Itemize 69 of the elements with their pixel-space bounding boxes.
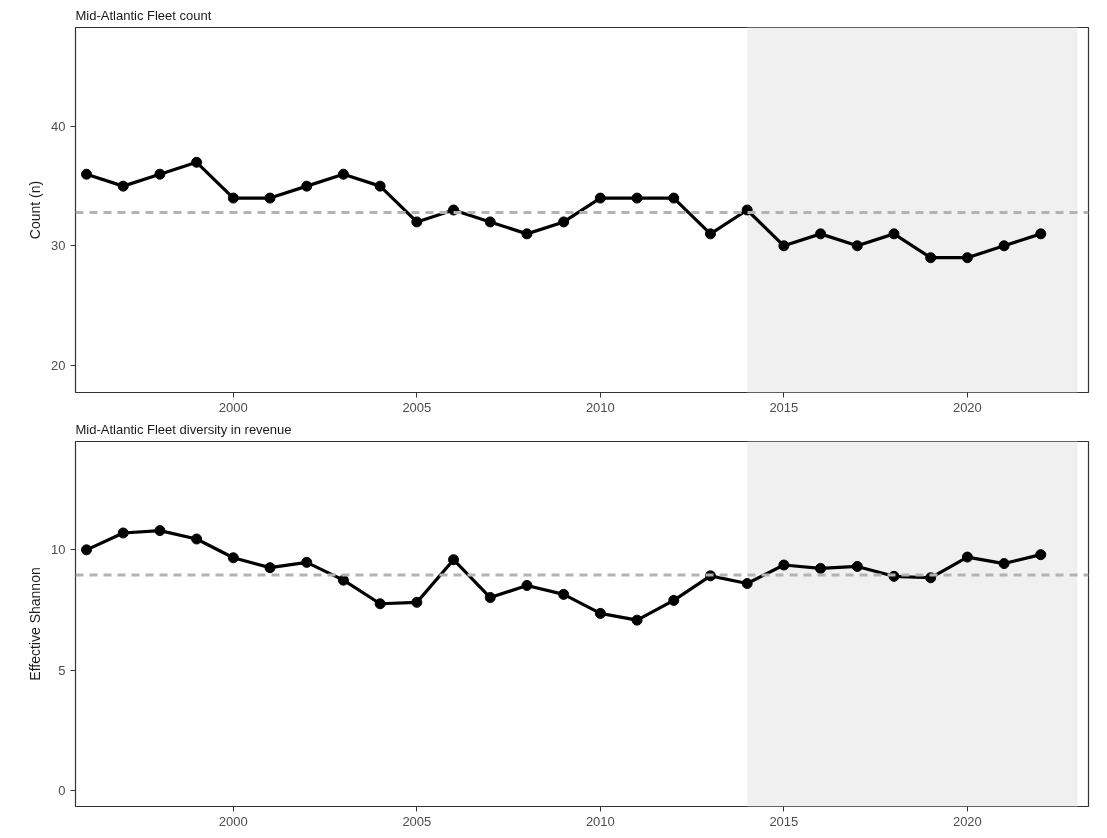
point [1035,549,1047,561]
point [668,192,680,204]
point [631,192,643,204]
point [961,252,973,264]
y-tick-label: 10 [51,542,66,558]
point [778,559,790,571]
point [301,180,313,192]
point [668,594,680,606]
point [411,216,423,228]
x-tick-label: 2005 [402,399,432,415]
point [851,240,863,252]
point [594,607,606,619]
point [191,156,203,168]
point [374,180,386,192]
point [631,614,643,626]
point [117,527,129,539]
point [227,552,239,564]
point [815,562,827,574]
point [778,240,790,252]
point [558,588,570,600]
y-axis-title: Effective Shannon [27,567,44,681]
x-tick-label: 2020 [952,399,982,415]
x-tick-label: 2015 [769,813,799,829]
point [337,168,349,180]
point [484,592,496,604]
x-tick-label: 2015 [769,399,799,415]
point [264,192,276,204]
point [815,228,827,240]
chart-title: Mid-Atlantic Fleet count [75,7,212,23]
point [521,228,533,240]
point [411,596,423,608]
point [81,168,93,180]
point [1035,228,1047,240]
point [191,533,203,545]
point [851,560,863,572]
point [594,192,606,204]
y-tick-label: 0 [58,783,66,799]
point [961,551,973,563]
x-tick-label: 2000 [218,399,248,415]
point [704,228,716,240]
x-tick-label: 2020 [952,813,982,829]
point [998,558,1010,570]
x-tick-label: 2005 [402,813,432,829]
y-axis-title: Count (n) [27,180,44,240]
point [925,252,937,264]
x-tick-label: 2000 [218,813,248,829]
point [521,579,533,591]
point [484,216,496,228]
y-tick-label: 40 [51,119,66,134]
chart-title: Mid-Atlantic Fleet diversity in revenue [75,421,292,437]
x-tick-label: 2010 [585,399,615,415]
y-tick-label: 30 [51,238,66,254]
y-tick-label: 5 [58,662,66,678]
point [374,598,386,610]
point [81,544,93,556]
point [117,180,129,192]
y-tick-label: 20 [51,357,66,373]
x-tick-label: 2010 [585,813,615,829]
point [998,240,1010,252]
point [741,578,753,590]
point [301,556,313,568]
point [154,168,166,180]
point [448,554,460,566]
point [888,228,900,240]
point [227,192,239,204]
point [337,574,349,586]
point [558,216,570,228]
point [154,525,166,537]
point [264,562,276,574]
